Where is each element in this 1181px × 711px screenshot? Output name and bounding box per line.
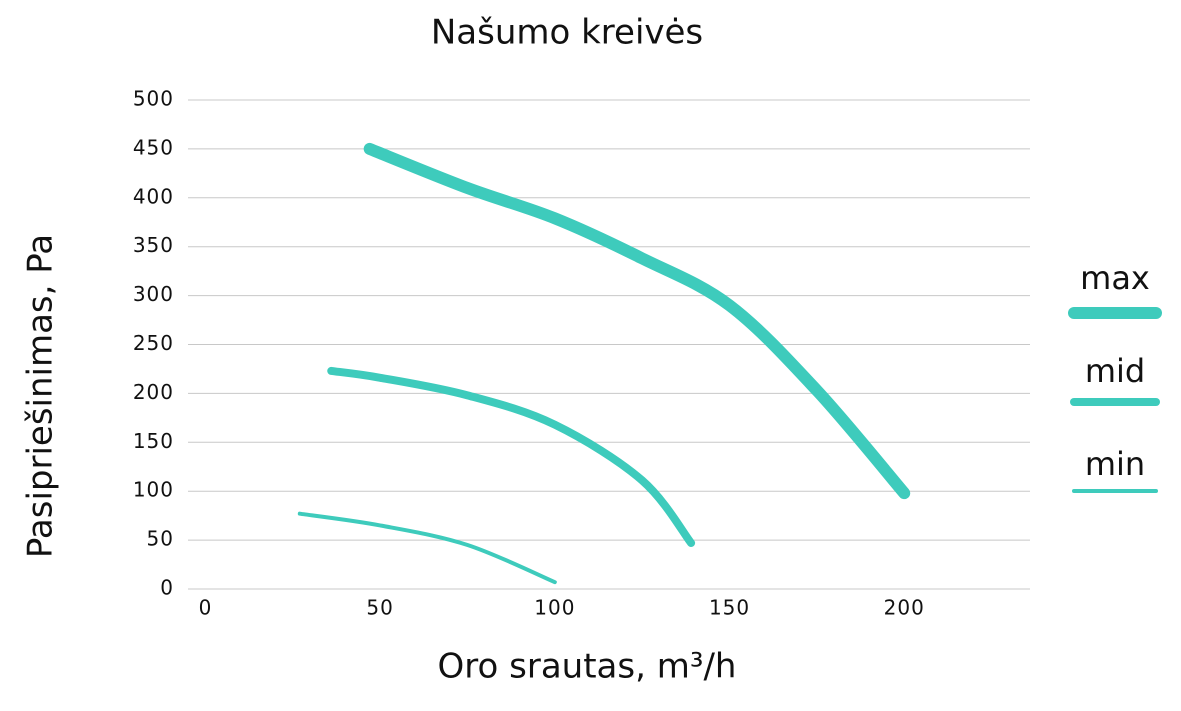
x-axis-label: Oro srautas, m³/h — [438, 647, 737, 687]
y-axis-label: Pasipriešinimas, Pa — [21, 234, 61, 558]
legend-label: max — [1080, 259, 1150, 297]
legend-label: mid — [1085, 352, 1145, 390]
chart-title: Našumo kreivės — [431, 13, 703, 53]
y-tick-label: 50 — [147, 527, 174, 551]
y-tick-label: 350 — [133, 233, 174, 257]
y-tick-label: 500 — [133, 87, 174, 111]
x-tick-label: 200 — [884, 596, 925, 620]
y-tick-label: 300 — [133, 282, 174, 306]
legend-label: min — [1085, 445, 1145, 483]
y-tick-label: 100 — [133, 478, 174, 502]
y-tick-label: 400 — [133, 184, 174, 208]
y-tick-label: 0 — [160, 576, 174, 600]
y-tick-label: 150 — [133, 429, 174, 453]
series-line — [327, 366, 696, 548]
x-tick-label: 0 — [199, 596, 213, 620]
series-line — [363, 142, 911, 500]
y-tick-label: 250 — [133, 331, 174, 355]
x-tick-label: 50 — [366, 596, 393, 620]
x-tick-label: 100 — [534, 596, 575, 620]
y-tick-label: 200 — [133, 380, 174, 404]
series-line — [297, 511, 557, 585]
y-tick-label: 450 — [133, 135, 174, 159]
x-tick-label: 150 — [709, 596, 750, 620]
